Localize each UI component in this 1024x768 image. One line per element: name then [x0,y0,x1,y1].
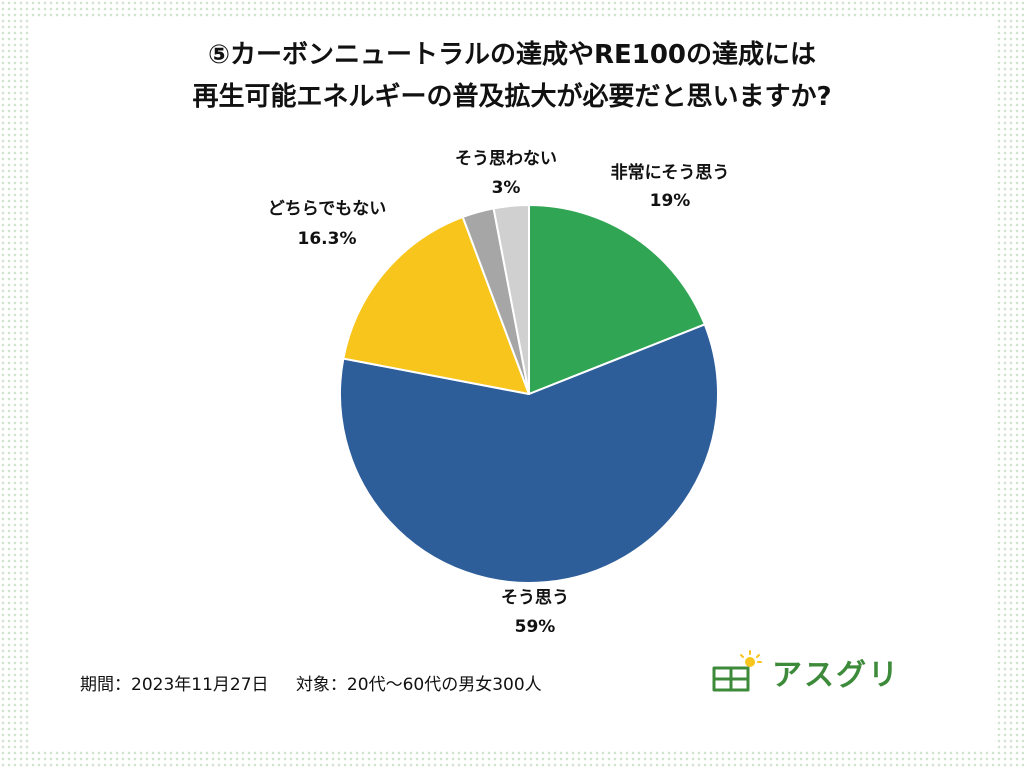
brand-name: アスグリ [772,658,900,693]
label-neutral-value: 16.3% [298,229,357,249]
title-line-1: ⑤カーボンニュートラルの達成やRE100の達成には [207,40,817,70]
chart-title: ⑤カーボンニュートラルの達成やRE100の達成には 再生可能エネルギーの普及拡大… [0,34,1024,118]
title-line-2: 再生可能エネルギーの普及拡大が必要だと思いますか? [192,82,832,112]
slice-neutral [342,215,530,395]
label-agree-value: 59% [515,617,556,637]
slice-agree [339,323,719,584]
label-agree-name: そう思う [501,588,569,608]
survey-target: 対象：20代〜60代の男女300人 [295,675,542,695]
brand-logo: アスグリ [710,650,900,694]
survey-period: 期間：2023年11月27日 [80,675,269,695]
survey-footer: 期間：2023年11月27日 対象：20代〜60代の男女300人 [80,670,564,695]
slice-disagree [492,204,530,395]
label-very-agree-name: 非常にそう思う [611,162,730,183]
label-very-agree-value: 19% [650,191,691,211]
label-disagree-value: 3% [492,178,521,198]
solar-panel-icon [712,650,762,692]
pie-labels: 非常にそう思う 19% そう思う 59% どちらでもない 16.3% そう思わな… [268,149,730,637]
slice-very-agree [528,204,706,395]
label-disagree-name: そう思わない [455,149,557,169]
label-neutral-name: どちらでもない [268,199,387,219]
pie-slices [339,204,719,584]
